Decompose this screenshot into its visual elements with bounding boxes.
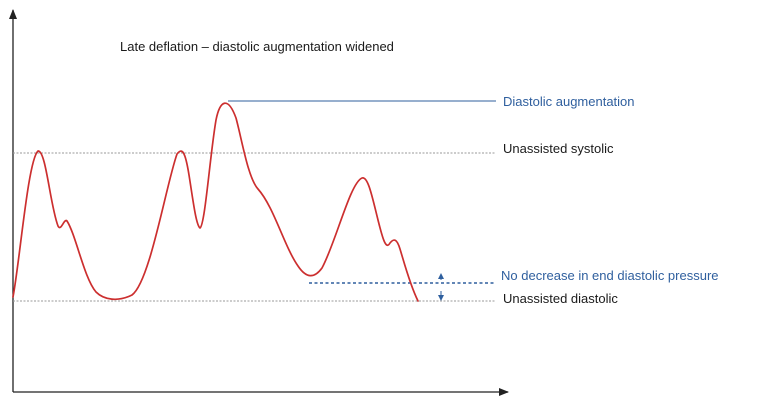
diastolic-augmentation-label: Diastolic augmentation — [503, 94, 635, 109]
unassisted-diastolic-label: Unassisted diastolic — [503, 291, 618, 306]
no-decrease-label: No decrease in end diastolic pressure — [501, 268, 719, 283]
arterial-pressure-waveform — [12, 102, 419, 302]
diagram-title: Late deflation – diastolic augmentation … — [120, 39, 394, 54]
gap-arrow-down-head — [438, 295, 444, 301]
unassisted-systolic-label: Unassisted systolic — [503, 141, 614, 156]
gap-arrow-up-head — [438, 273, 444, 279]
